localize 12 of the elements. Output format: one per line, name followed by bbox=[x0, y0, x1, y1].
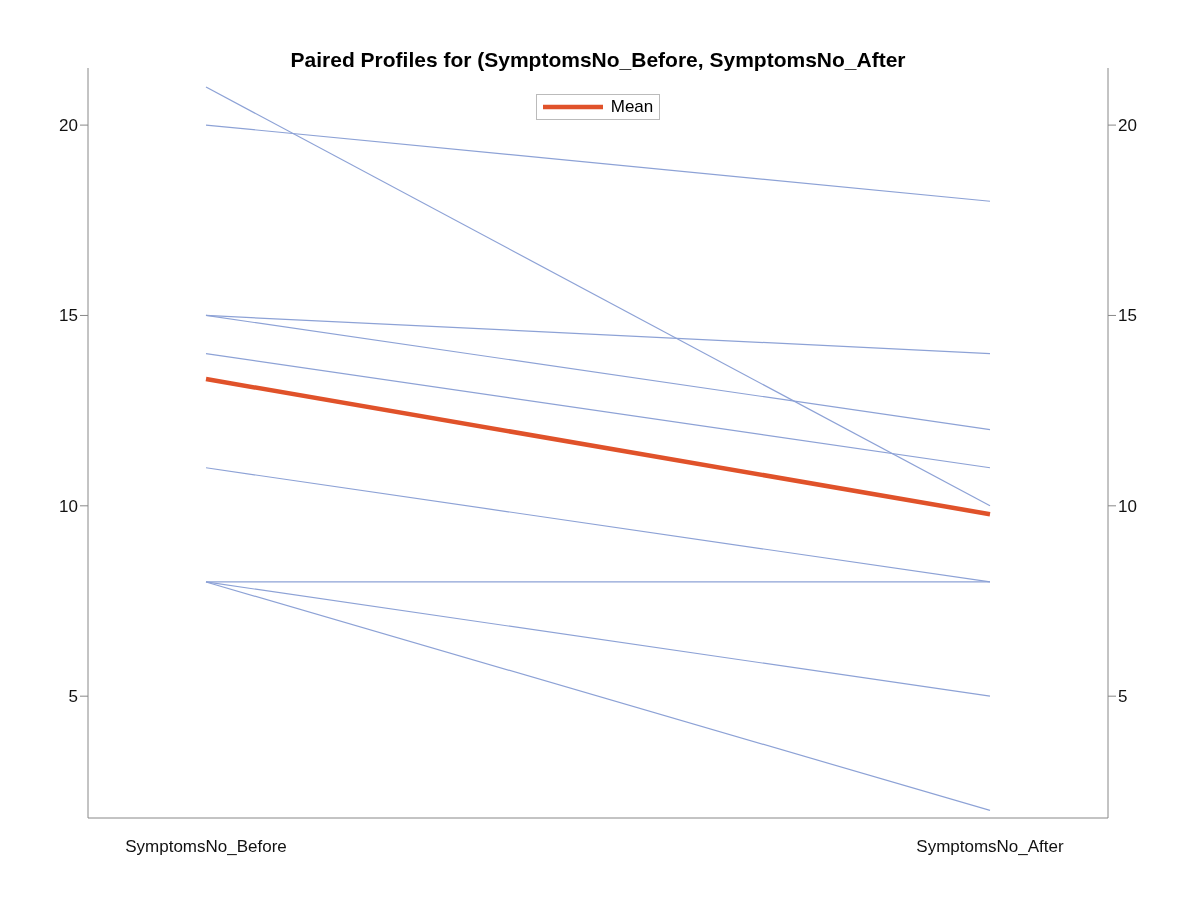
legend-label: Mean bbox=[610, 97, 654, 117]
x-tick-label: SymptomsNo_Before bbox=[125, 837, 287, 857]
y-tick-label: 15 bbox=[59, 306, 78, 326]
chart-title: Paired Profiles for (SymptomsNo_Before, SymptomsNo_After bbox=[289, 48, 907, 72]
y-tick-label: 10 bbox=[59, 496, 78, 516]
y2-tick-label: 15 bbox=[1118, 306, 1137, 326]
y2-tick-label: 20 bbox=[1118, 116, 1137, 136]
y-tick-label: 5 bbox=[68, 687, 78, 707]
y-tick-label: 20 bbox=[59, 116, 78, 136]
y2-tick-label: 5 bbox=[1118, 687, 1128, 707]
x-tick-label: SymptomsNo_After bbox=[916, 837, 1065, 857]
y2-tick-label: 10 bbox=[1118, 496, 1137, 516]
